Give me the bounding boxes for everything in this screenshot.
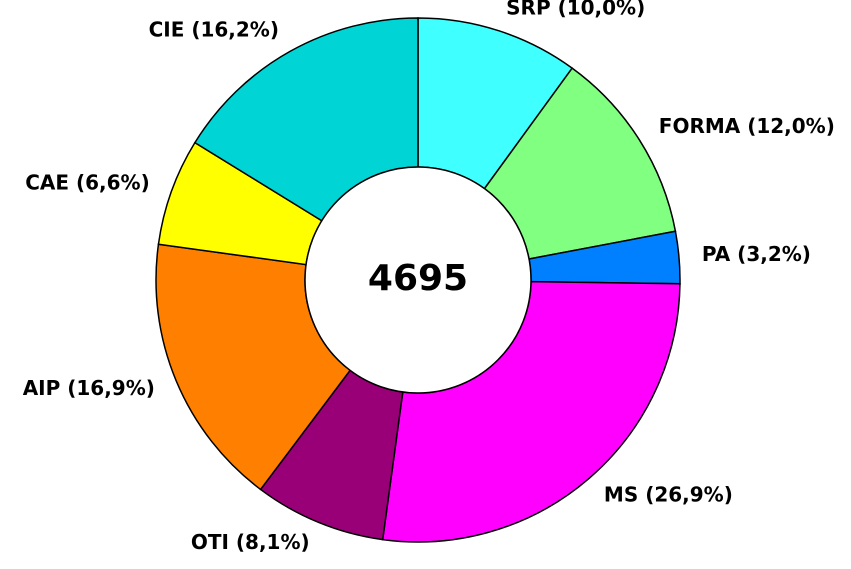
slice-label: CIE (16,2%) [149,18,279,42]
slice-label: AIP (16,9%) [23,376,155,400]
slice-label: PA (3,2%) [702,242,811,266]
center-total: 4695 [368,258,468,299]
slice-label: OTI (8,1%) [191,530,310,554]
slice-label: MS (26,9%) [604,483,733,507]
slice-label: FORMA (12,0%) [659,114,835,138]
donut-hole [304,166,532,394]
slice-label: SRP (10,0%) [506,0,645,19]
slice-label: CAE (6,6%) [25,170,150,194]
